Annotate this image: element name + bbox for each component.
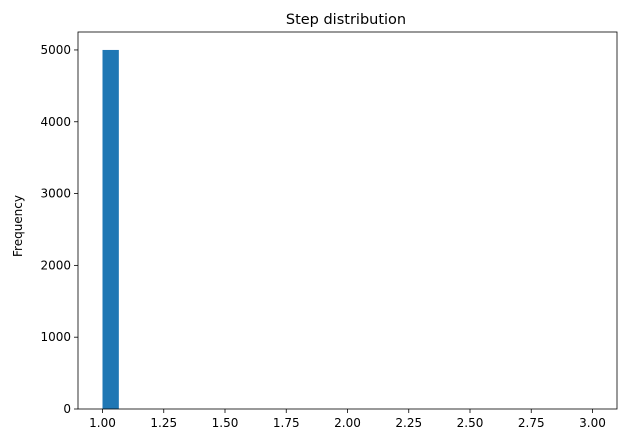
x-tick-label: 3.00: [579, 416, 606, 430]
y-tick-label: 0: [63, 402, 71, 416]
x-axis: 1.00 1.25 1.50 1.75 2.00 2.25 2.50 2.75 3.00: [89, 409, 606, 430]
x-tick-label: 2.00: [334, 416, 361, 430]
x-tick-label: 2.25: [395, 416, 422, 430]
y-tick-label: 3000: [40, 187, 71, 201]
axes-frame: [77, 31, 618, 410]
y-tick-label: 1000: [40, 330, 71, 344]
histogram-bar: [102, 49, 119, 409]
x-tick-label: 2.50: [457, 416, 484, 430]
x-tick-label: 1.50: [212, 416, 239, 430]
x-tick-label: 1.00: [89, 416, 116, 430]
y-tick-label: 2000: [40, 258, 71, 272]
x-tick-label: 2.75: [518, 416, 545, 430]
y-axis-label: Frequency: [11, 195, 25, 257]
y-tick-label: 4000: [40, 115, 71, 129]
y-axis: 0 1000 2000 3000 4000 5000: [40, 43, 78, 416]
bars-group: [102, 49, 119, 409]
chart-title: Step distribution: [286, 12, 406, 28]
x-tick-label: 1.75: [273, 416, 300, 430]
y-tick-label: 5000: [40, 43, 71, 57]
x-tick-label: 1.25: [150, 416, 177, 430]
